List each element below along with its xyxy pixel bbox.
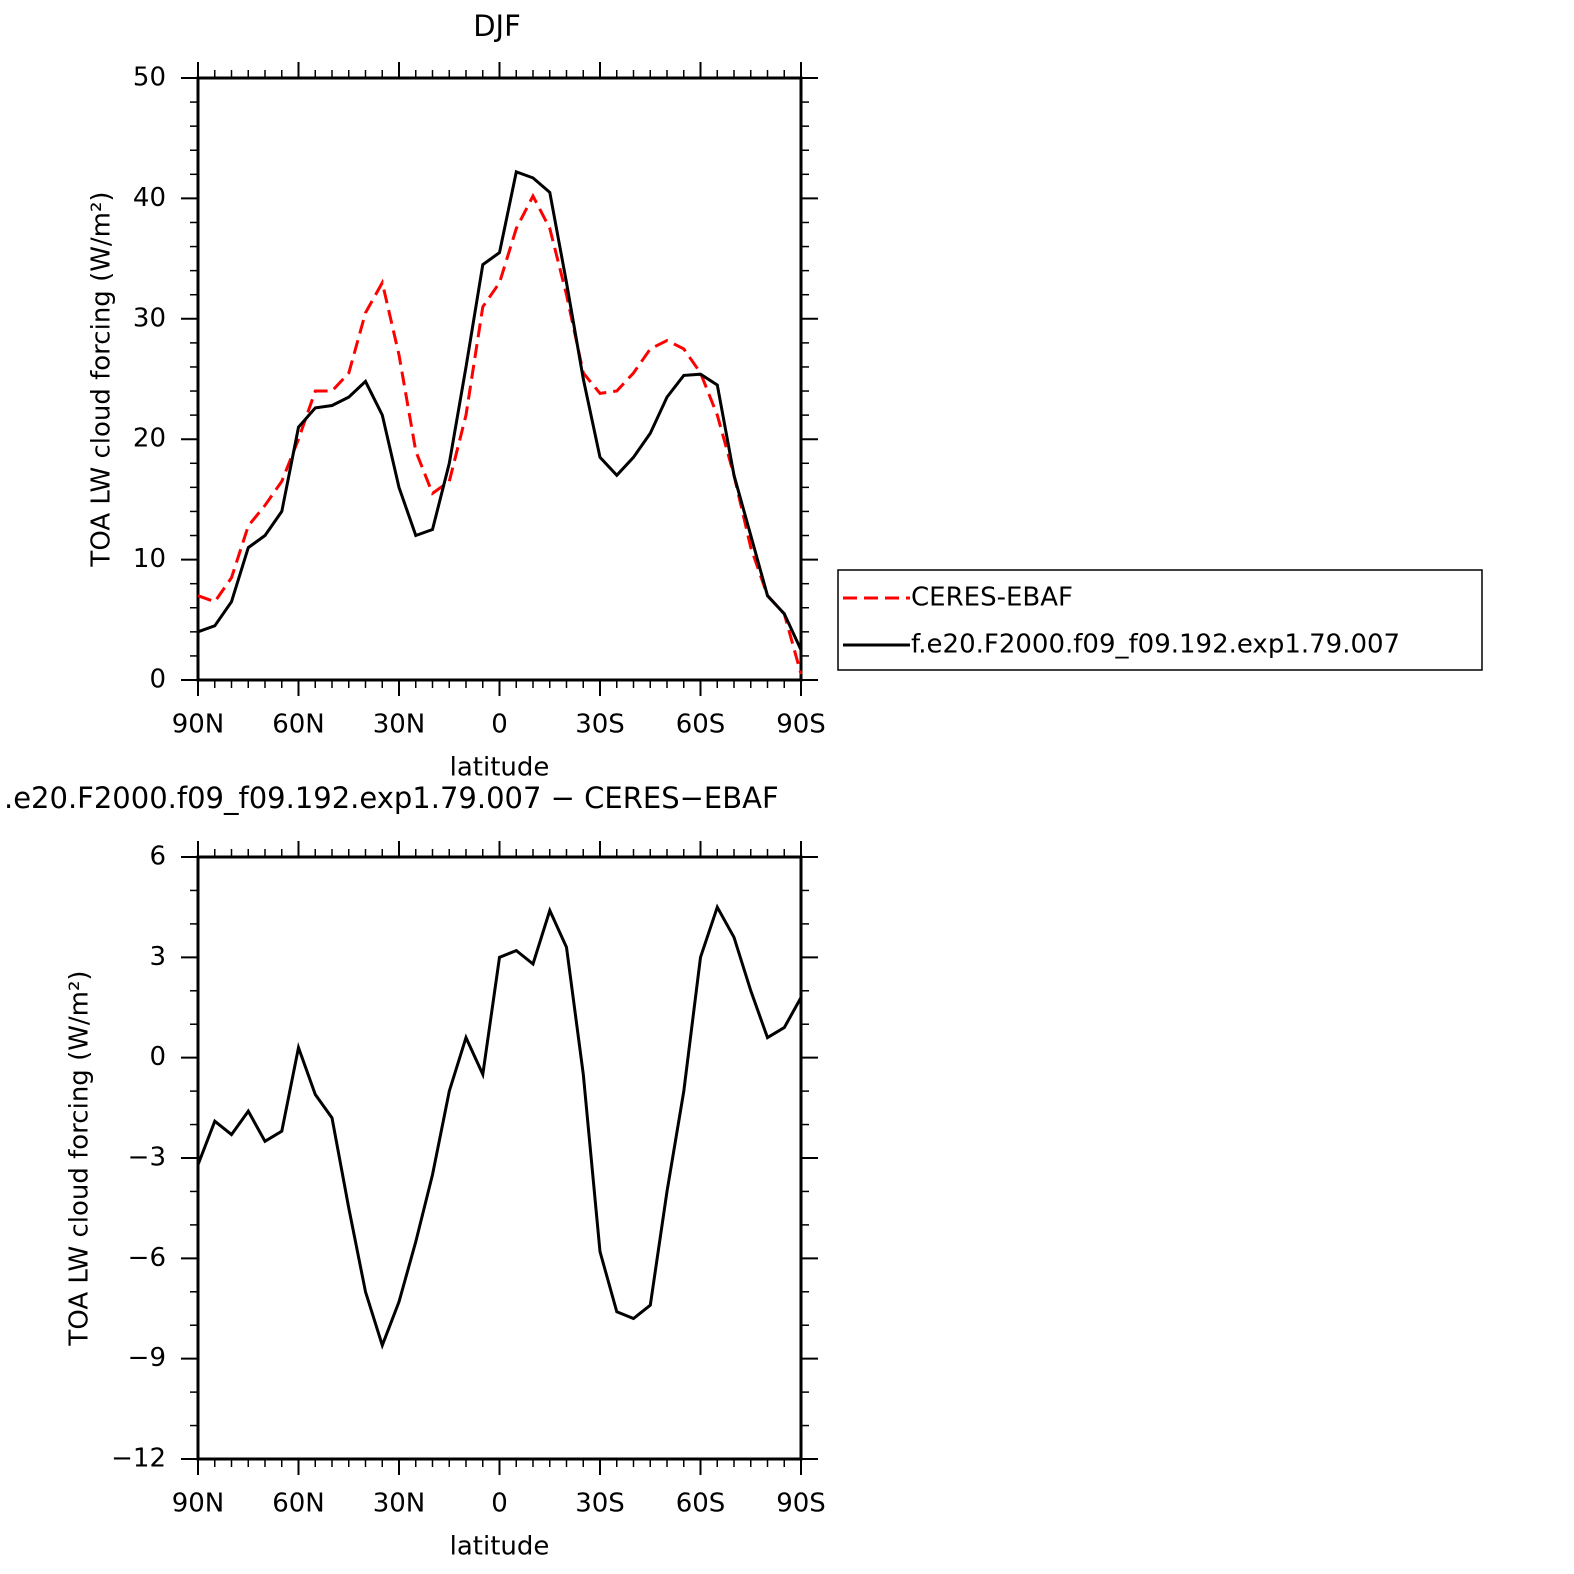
- x-tick-label: 30N: [373, 1489, 426, 1519]
- x-tick-label: 60S: [676, 710, 726, 740]
- legend-label: CERES-EBAF: [911, 583, 1073, 613]
- y-tick-label: 3: [149, 942, 166, 972]
- x-tick-label: 0: [491, 1489, 508, 1519]
- plot-frame: [196, 855, 803, 1461]
- y-tick-label: −12: [111, 1444, 166, 1474]
- x-tick-label: 30S: [575, 1489, 625, 1519]
- x-tick-label: 90N: [172, 710, 225, 740]
- x-axis-label: latitude: [450, 1532, 550, 1562]
- y-tick-label: 50: [133, 63, 166, 93]
- y-tick-label: 10: [133, 544, 166, 574]
- y-tick-label: −9: [128, 1343, 166, 1373]
- y-axis-label: TOA LW cloud forcing (W/m²): [65, 970, 95, 1346]
- series-line: [197, 192, 803, 675]
- legend-box: [837, 569, 1483, 671]
- x-tick-label: 90N: [172, 1489, 225, 1519]
- chart-title: DJF: [473, 9, 521, 43]
- x-tick-label: 0: [491, 710, 508, 740]
- y-tick-label: 30: [133, 303, 166, 333]
- legend-label: f.e20.F2000.f09_f09.192.exp1.79.007: [911, 630, 1400, 660]
- panel: .e20.F2000.f09_f09.192.exp1.79.007 − CER…: [4, 781, 826, 1562]
- x-tick-label: 60N: [272, 1489, 325, 1519]
- y-tick-label: 0: [149, 1042, 166, 1072]
- x-tick-label: 60S: [676, 1489, 726, 1519]
- y-tick-label: 0: [149, 665, 166, 695]
- y-tick-label: 40: [133, 183, 166, 213]
- x-tick-label: 90S: [776, 1489, 826, 1519]
- chart-title: .e20.F2000.f09_f09.192.exp1.79.007 − CER…: [4, 781, 779, 815]
- y-axis-label: TOA LW cloud forcing (W/m²): [87, 191, 117, 567]
- y-tick-label: −3: [128, 1143, 166, 1173]
- legend: CERES-EBAF f.e20.F2000.f09_f09.192.exp1.7…: [837, 569, 1483, 671]
- x-tick-label: 30N: [373, 710, 426, 740]
- y-tick-label: −6: [128, 1243, 166, 1273]
- x-tick-label: 60N: [272, 710, 325, 740]
- y-tick-label: 20: [133, 424, 166, 454]
- x-tick-label: 90S: [776, 710, 826, 740]
- panel: DJF 90N 60N 30N 0 30S 60S 90S 0 10 20 30 40 50 latitud…: [87, 9, 1483, 783]
- series-line: [197, 169, 803, 651]
- x-tick-label: 30S: [575, 710, 625, 740]
- x-axis-label: latitude: [450, 753, 550, 783]
- y-tick-label: 6: [149, 842, 166, 872]
- series-line: [196, 903, 803, 1350]
